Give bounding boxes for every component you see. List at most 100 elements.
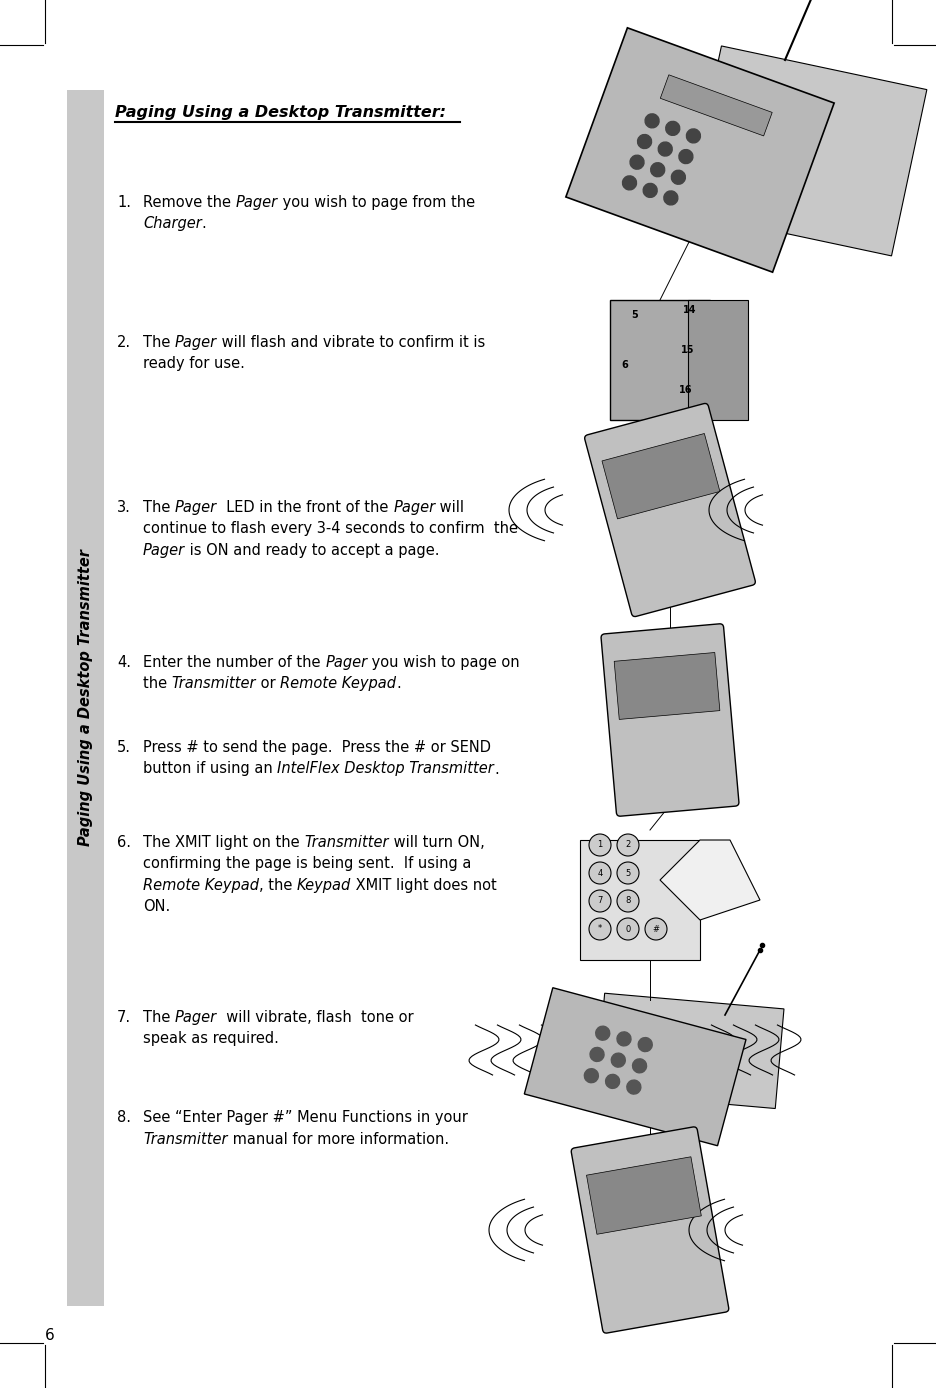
Text: .: . <box>396 676 401 691</box>
Circle shape <box>589 890 610 912</box>
Text: 16: 16 <box>679 384 692 396</box>
Text: Pager: Pager <box>325 655 367 670</box>
Circle shape <box>665 121 679 136</box>
Text: you wish to page on: you wish to page on <box>367 655 519 670</box>
Circle shape <box>636 135 651 149</box>
Text: Charger: Charger <box>143 217 201 232</box>
Circle shape <box>589 834 610 856</box>
Text: Pager: Pager <box>235 194 277 210</box>
Text: See “Enter Pager #” Menu Functions in your: See “Enter Pager #” Menu Functions in yo… <box>143 1110 467 1126</box>
Text: Pager: Pager <box>175 335 217 350</box>
Text: .: . <box>493 762 498 776</box>
Text: ready for use.: ready for use. <box>143 357 244 372</box>
Text: you wish to page from the: you wish to page from the <box>277 194 475 210</box>
Text: XMIT light does not: XMIT light does not <box>351 879 496 892</box>
Circle shape <box>610 1053 624 1067</box>
Text: will vibrate, flash  tone or: will vibrate, flash tone or <box>217 1010 414 1024</box>
Text: 6: 6 <box>45 1328 54 1344</box>
Text: 2: 2 <box>624 841 630 849</box>
FancyBboxPatch shape <box>601 433 719 519</box>
Text: button if using an: button if using an <box>143 762 277 776</box>
Bar <box>609 300 709 421</box>
Text: Pager: Pager <box>175 500 217 515</box>
Text: 14: 14 <box>682 305 696 315</box>
Text: The XMIT light on the: The XMIT light on the <box>143 836 304 849</box>
Circle shape <box>650 162 664 176</box>
Circle shape <box>616 862 638 884</box>
Circle shape <box>616 834 638 856</box>
Text: 2.: 2. <box>117 335 131 350</box>
Text: Pager: Pager <box>143 543 185 558</box>
Text: Pager: Pager <box>393 500 435 515</box>
Text: 1: 1 <box>597 841 602 849</box>
Circle shape <box>584 1069 598 1083</box>
Circle shape <box>644 917 666 940</box>
Text: 6.: 6. <box>117 836 131 849</box>
FancyBboxPatch shape <box>584 404 754 616</box>
Circle shape <box>616 1031 630 1047</box>
Circle shape <box>605 1074 619 1088</box>
Text: Transmitter: Transmitter <box>171 676 256 691</box>
Text: Press # to send the page.  Press the # or SEND: Press # to send the page. Press the # or… <box>143 740 490 755</box>
Text: The: The <box>143 335 175 350</box>
Text: Enter the number of the: Enter the number of the <box>143 655 325 670</box>
Text: 5: 5 <box>624 869 630 877</box>
Text: 0: 0 <box>624 924 630 934</box>
Circle shape <box>589 917 610 940</box>
Text: Remove the: Remove the <box>143 194 235 210</box>
Text: *: * <box>597 924 602 934</box>
Circle shape <box>616 917 638 940</box>
Text: 5: 5 <box>631 310 637 321</box>
Circle shape <box>642 183 656 197</box>
Text: will turn ON,: will turn ON, <box>388 836 484 849</box>
Circle shape <box>644 114 658 128</box>
Circle shape <box>590 1048 604 1062</box>
Circle shape <box>637 1038 651 1052</box>
Text: the: the <box>143 676 171 691</box>
Circle shape <box>595 1026 609 1040</box>
Bar <box>685 46 926 255</box>
Text: 8.: 8. <box>117 1110 131 1126</box>
Bar <box>595 994 783 1109</box>
Text: 7: 7 <box>596 897 602 905</box>
Circle shape <box>589 862 610 884</box>
Text: Transmitter: Transmitter <box>304 836 388 849</box>
Bar <box>67 90 104 1306</box>
Bar <box>579 840 699 960</box>
Text: The: The <box>143 1010 175 1024</box>
Text: will: will <box>435 500 463 515</box>
Text: Paging Using a Desktop Transmitter:: Paging Using a Desktop Transmitter: <box>115 105 446 119</box>
Circle shape <box>632 1059 646 1073</box>
Text: 3.: 3. <box>117 500 131 515</box>
Text: IntelFlex Desktop Transmitter: IntelFlex Desktop Transmitter <box>277 762 493 776</box>
FancyBboxPatch shape <box>586 1156 700 1234</box>
Text: 8: 8 <box>624 897 630 905</box>
Text: .: . <box>201 217 206 232</box>
Circle shape <box>622 176 636 190</box>
Text: LED in the front of the: LED in the front of the <box>217 500 393 515</box>
Text: speak as required.: speak as required. <box>143 1031 279 1047</box>
Text: 7.: 7. <box>117 1010 131 1024</box>
Text: or: or <box>256 676 280 691</box>
Text: is ON and ready to accept a page.: is ON and ready to accept a page. <box>185 543 439 558</box>
Bar <box>565 28 833 272</box>
Circle shape <box>626 1080 640 1094</box>
Circle shape <box>629 155 643 169</box>
Text: 5.: 5. <box>117 740 131 755</box>
Text: ON.: ON. <box>143 899 170 915</box>
Circle shape <box>686 129 700 143</box>
FancyBboxPatch shape <box>613 652 719 719</box>
Bar <box>687 300 747 421</box>
Text: Paging Using a Desktop Transmitter: Paging Using a Desktop Transmitter <box>78 550 93 847</box>
Polygon shape <box>659 840 759 920</box>
Text: The: The <box>143 500 175 515</box>
Text: Remote Keypad: Remote Keypad <box>280 676 396 691</box>
Text: confirming the page is being sent.  If using a: confirming the page is being sent. If us… <box>143 856 471 872</box>
Text: , the: , the <box>258 879 297 892</box>
Circle shape <box>657 142 671 155</box>
Bar <box>524 988 745 1145</box>
Text: Keypad: Keypad <box>297 879 351 892</box>
FancyBboxPatch shape <box>600 623 739 816</box>
FancyBboxPatch shape <box>571 1127 728 1332</box>
Text: Remote Keypad: Remote Keypad <box>143 879 258 892</box>
